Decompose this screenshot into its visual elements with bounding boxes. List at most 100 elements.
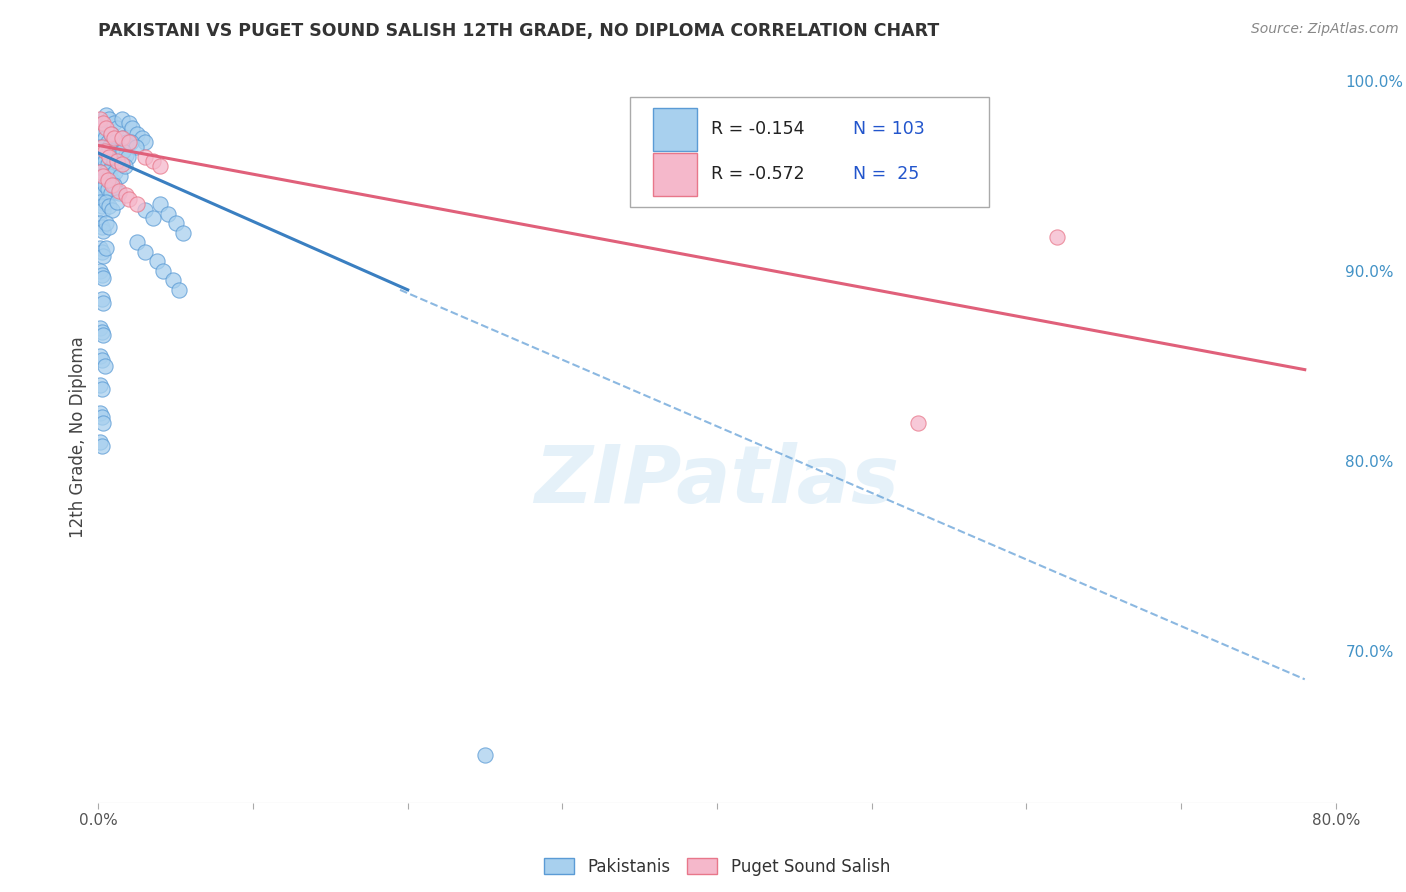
FancyBboxPatch shape: [630, 97, 990, 207]
Point: [93, 144, 115, 158]
Point: [90, 127, 112, 141]
Point: [90, 410, 112, 425]
Point: [89, 178, 111, 193]
Point: [118, 192, 141, 206]
Point: [118, 116, 141, 130]
Point: [162, 273, 184, 287]
FancyBboxPatch shape: [652, 108, 697, 151]
Point: [91, 116, 114, 130]
Point: [101, 178, 124, 193]
Point: [89, 349, 111, 363]
Point: [142, 153, 165, 168]
Point: [90, 140, 112, 154]
Point: [103, 116, 125, 130]
Point: [111, 157, 134, 171]
Point: [134, 135, 156, 149]
Point: [96, 195, 118, 210]
Point: [118, 135, 141, 149]
Point: [89, 165, 111, 179]
Point: [107, 157, 129, 171]
Point: [91, 144, 114, 158]
Point: [90, 199, 112, 213]
Point: [103, 178, 125, 193]
Text: ZIPatlas: ZIPatlas: [534, 442, 900, 520]
Point: [96, 148, 118, 162]
Point: [90, 293, 112, 307]
Point: [91, 202, 114, 217]
Point: [105, 121, 128, 136]
Point: [98, 220, 121, 235]
Point: [93, 178, 115, 193]
Point: [96, 241, 118, 255]
Point: [91, 224, 114, 238]
Point: [907, 416, 929, 430]
Point: [98, 169, 121, 183]
Point: [127, 197, 149, 211]
Point: [91, 161, 114, 176]
Point: [96, 121, 118, 136]
Point: [111, 131, 134, 145]
Y-axis label: 12th Grade, No Diploma: 12th Grade, No Diploma: [69, 336, 87, 538]
Point: [90, 353, 112, 368]
Point: [91, 169, 114, 183]
Point: [112, 131, 135, 145]
Point: [173, 226, 195, 240]
Point: [107, 138, 129, 153]
Point: [89, 377, 111, 392]
Point: [101, 202, 124, 217]
Point: [134, 244, 156, 259]
Point: [90, 182, 112, 196]
Point: [90, 439, 112, 453]
Point: [149, 159, 172, 173]
Point: [89, 264, 111, 278]
Point: [124, 140, 146, 154]
Text: R = -0.154: R = -0.154: [711, 120, 804, 138]
Point: [91, 296, 114, 310]
Point: [89, 195, 111, 210]
Point: [157, 207, 180, 221]
Point: [89, 121, 111, 136]
Point: [112, 144, 135, 158]
Point: [90, 268, 112, 282]
Point: [134, 150, 156, 164]
Point: [104, 165, 127, 179]
Point: [131, 131, 153, 145]
Point: [90, 325, 112, 339]
Point: [105, 148, 128, 162]
Point: [91, 271, 114, 285]
Point: [98, 140, 121, 154]
Text: R = -0.572: R = -0.572: [711, 165, 804, 184]
Point: [90, 157, 112, 171]
Point: [100, 127, 122, 141]
Point: [104, 135, 127, 149]
Point: [103, 131, 125, 145]
Point: [96, 108, 118, 122]
Point: [91, 328, 114, 343]
Point: [142, 211, 165, 225]
Point: [100, 186, 122, 200]
Legend: Pakistanis, Puget Sound Salish: Pakistanis, Puget Sound Salish: [537, 851, 897, 882]
Point: [89, 434, 111, 449]
Point: [120, 135, 142, 149]
Point: [100, 161, 122, 176]
Point: [121, 121, 143, 136]
Point: [152, 264, 174, 278]
Point: [108, 169, 131, 183]
Point: [127, 127, 149, 141]
Point: [115, 187, 138, 202]
Point: [114, 159, 136, 173]
Point: [107, 184, 129, 198]
Point: [93, 153, 115, 168]
Point: [117, 150, 139, 164]
Point: [134, 202, 156, 217]
Point: [89, 241, 111, 255]
FancyBboxPatch shape: [652, 153, 697, 196]
Point: [127, 235, 149, 250]
Point: [97, 182, 120, 196]
Point: [96, 216, 118, 230]
Point: [90, 244, 112, 259]
Point: [89, 321, 111, 335]
Text: PAKISTANI VS PUGET SOUND SALISH 12TH GRADE, NO DIPLOMA CORRELATION CHART: PAKISTANI VS PUGET SOUND SALISH 12TH GRA…: [98, 22, 939, 40]
Point: [89, 140, 111, 154]
Point: [91, 186, 114, 200]
